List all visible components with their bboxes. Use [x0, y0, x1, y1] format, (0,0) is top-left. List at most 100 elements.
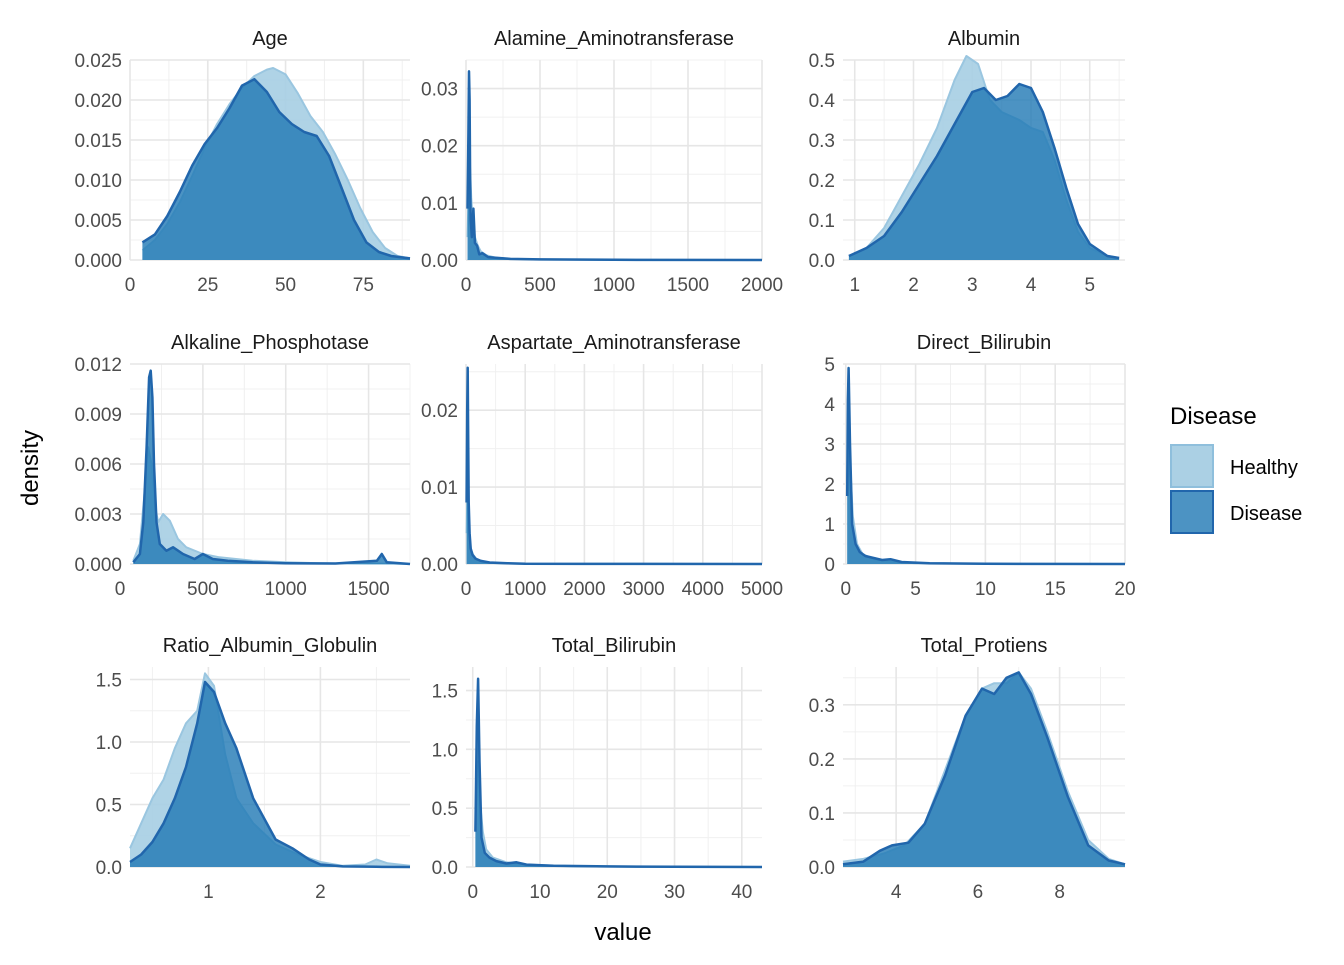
- x-tick-label: 1: [849, 275, 860, 296]
- legend-title: Disease: [1170, 403, 1257, 430]
- x-tick-label: 0: [115, 579, 126, 600]
- y-tick-label: 1.5: [96, 671, 122, 692]
- density-area-healthy: [475, 761, 762, 867]
- y-tick-label: 0.0: [432, 858, 458, 879]
- panel-age: 0 25 50 75 0.000 0.005 0.010 0.015 0.020 0.025 Age: [74, 28, 411, 296]
- y-tick-label: 0.02: [421, 401, 458, 422]
- x-tick-label: 5: [1084, 275, 1095, 296]
- y-tick-label: 5: [824, 355, 835, 376]
- panel-total-bilirubin: 0 10 20 30 40 0.0 0.5 1.0 1.5 Total_Bilirubin: [432, 635, 763, 903]
- x-tick-label: 2: [908, 275, 919, 296]
- x-tick-label: 4: [891, 882, 902, 903]
- x-tick-label: 1000: [265, 579, 307, 600]
- y-tick-label: 3: [824, 435, 835, 456]
- x-axis-title: value: [594, 919, 651, 946]
- density-line-disease: [474, 677, 763, 869]
- density-area-disease: [843, 672, 1125, 867]
- y-tick-label: 0.0: [809, 251, 835, 272]
- panel-title: Aspartate_Aminotransferase: [487, 332, 740, 354]
- density-line-healthy: [474, 760, 763, 868]
- x-tick-label: 1000: [504, 579, 546, 600]
- y-tick-label: 0.3: [809, 696, 835, 717]
- density-line-disease: [141, 77, 411, 260]
- x-tick-label: 4: [1026, 275, 1037, 296]
- panel-minor-grid: [843, 364, 1125, 564]
- density-area-disease: [130, 682, 410, 867]
- legend-label-disease: Disease: [1230, 503, 1302, 525]
- y-tick-label: 1.5: [432, 682, 458, 703]
- panel-minor-grid: [466, 667, 762, 867]
- density-line-disease: [465, 366, 763, 566]
- y-tick-label: 2: [824, 475, 835, 496]
- panel-alamine-aminotransferase: 0 500 1000 1500 2000 0.00 0.01 0.02 0.03 Alamine_…: [421, 28, 783, 296]
- x-tick-label: 10: [529, 882, 550, 903]
- density-area-disease: [142, 79, 410, 260]
- panel-major-grid: [465, 60, 763, 261]
- y-tick-label: 1.0: [96, 733, 122, 754]
- y-tick-label: 0.01: [421, 478, 458, 499]
- x-tick-label: 5: [910, 579, 921, 600]
- panel-alkaline-phosphotase: 0 500 1000 1500 0.000 0.003 0.006 0.009 0.012 Alk…: [74, 332, 411, 600]
- y-tick-label: 0.015: [74, 131, 122, 152]
- panel-title: Ratio_Albumin_Globulin: [163, 635, 378, 657]
- y-tick-label: 1.0: [432, 740, 458, 761]
- x-tick-label: 0: [467, 882, 478, 903]
- x-tick-label: 0: [461, 579, 472, 600]
- y-tick-label: 0.3: [809, 131, 835, 152]
- x-tick-label: 25: [197, 275, 218, 296]
- panel-title: Total_Protiens: [921, 635, 1048, 657]
- x-tick-label: 5000: [741, 579, 783, 600]
- x-tick-label: 2000: [563, 579, 605, 600]
- panel-ratio-albumin-globulin: 1 2 0.0 0.5 1.0 1.5 Ratio_Albumin_Globulin: [96, 635, 411, 903]
- x-tick-label: 1500: [347, 579, 389, 600]
- legend: Disease Healthy Disease: [1170, 403, 1302, 534]
- y-tick-label: 0.1: [809, 211, 835, 232]
- y-tick-label: 0.000: [74, 555, 122, 576]
- x-tick-label: 0: [461, 275, 472, 296]
- density-line-disease: [848, 82, 1120, 260]
- legend-label-healthy: Healthy: [1230, 457, 1298, 479]
- y-tick-label: 0.2: [809, 171, 835, 192]
- y-tick-label: 0.01: [421, 194, 458, 215]
- x-tick-label: 20: [1114, 579, 1135, 600]
- y-tick-label: 0.5: [96, 796, 122, 817]
- y-axis-title: density: [17, 430, 44, 506]
- y-tick-label: 4: [824, 395, 835, 416]
- panel-major-grid: [843, 363, 1126, 565]
- y-tick-label: 0.0: [809, 858, 835, 879]
- legend-key-disease: [1170, 490, 1214, 534]
- density-area-disease: [848, 84, 1120, 260]
- y-tick-label: 0.5: [432, 799, 458, 820]
- panel-direct-bilirubin: 0 5 10 15 20 0 1 2 3 4 5 Direct_Bilirubin: [824, 332, 1135, 600]
- density-line-disease: [845, 366, 1126, 566]
- y-tick-label: 0.020: [74, 91, 122, 112]
- y-tick-label: 0.010: [74, 171, 122, 192]
- y-tick-label: 0.005: [74, 211, 122, 232]
- panel-title: Alkaline_Phosphotase: [171, 332, 369, 354]
- density-line-disease: [466, 70, 763, 262]
- x-tick-label: 0: [841, 579, 852, 600]
- y-tick-label: 0.1: [809, 804, 835, 825]
- y-tick-label: 0.02: [421, 137, 458, 158]
- panel-major-grid: [466, 667, 762, 868]
- x-tick-label: 500: [187, 579, 219, 600]
- density-line-disease: [132, 369, 411, 566]
- y-tick-label: 0.009: [74, 405, 122, 426]
- density-line-disease: [842, 671, 1126, 866]
- panel-title: Alamine_Aminotransferase: [494, 28, 734, 50]
- x-tick-label: 50: [275, 275, 296, 296]
- density-line-disease: [129, 680, 411, 869]
- x-tick-label: 500: [524, 275, 556, 296]
- y-tick-label: 0: [824, 555, 835, 576]
- x-tick-label: 1500: [667, 275, 709, 296]
- x-tick-label: 1: [203, 882, 214, 903]
- panel-albumin: 1 2 3 4 5 0.0 0.1 0.2 0.3 0.4 0.5 Albumin: [809, 28, 1125, 296]
- panel-title: Total_Bilirubin: [552, 635, 677, 657]
- panel-title: Direct_Bilirubin: [917, 332, 1052, 354]
- legend-key-healthy: [1170, 444, 1214, 488]
- y-tick-label: 0.03: [421, 80, 458, 101]
- facet-panels: 0 25 50 750.0000.0050.0100.0150.0200.025Age…: [74, 28, 1135, 903]
- panel-aspartate-aminotransferase: 0 1000 2000 3000 4000 5000 0.00 0.01 0.02 Asparta…: [421, 332, 783, 600]
- x-tick-label: 10: [975, 579, 996, 600]
